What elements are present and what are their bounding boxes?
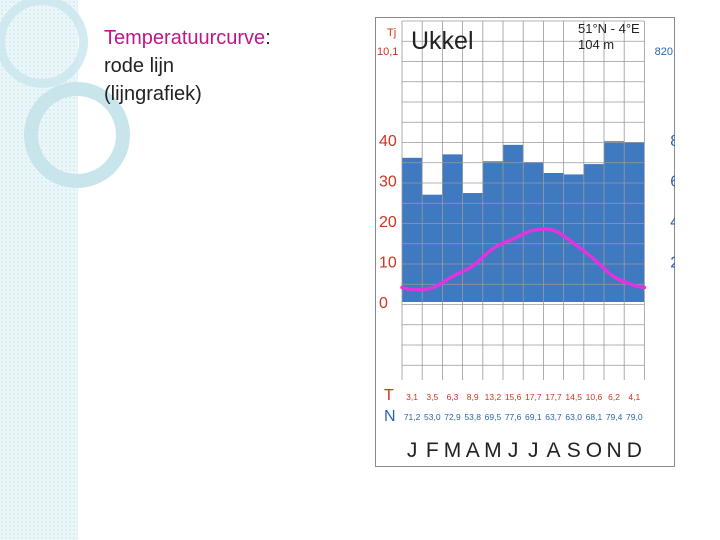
heading-colon: : xyxy=(265,27,271,49)
temperature-value: 17,7 xyxy=(545,392,562,402)
precipitation-value: 53,8 xyxy=(464,412,481,422)
precipitation-bar xyxy=(442,154,463,302)
temperature-row-label: T xyxy=(384,387,394,404)
month-label: M xyxy=(444,439,462,462)
precipitation-value: 63,0 xyxy=(565,412,582,422)
precipitation-value: 63,7 xyxy=(545,412,562,422)
month-label: S xyxy=(567,439,581,462)
month-label: J xyxy=(407,439,418,462)
precipitation-bar xyxy=(543,173,564,302)
climate-chart: Tj 10,1 Ukkel 51°N - 4°E 104 m Nj 820 T … xyxy=(375,17,692,467)
decorative-ring xyxy=(0,0,88,88)
altitude: 104 m xyxy=(578,37,614,52)
precipitation-bar xyxy=(624,142,645,302)
month-label: M xyxy=(484,439,502,462)
temperature-value: 6,2 xyxy=(608,392,620,402)
annual-precipitation: 820 xyxy=(655,46,673,58)
precipitation-value: 71,2 xyxy=(404,412,421,422)
precipitation-bar xyxy=(604,141,625,302)
month-label: A xyxy=(546,439,560,462)
month-label: N xyxy=(607,439,622,462)
precipitation-value: 77,6 xyxy=(505,412,522,422)
precipitation-value: 68,1 xyxy=(586,412,603,422)
precipitation-value: 79,4 xyxy=(606,412,623,422)
climate-chart-svg: Tj 10,1 Ukkel 51°N - 4°E 104 m Nj 820 T … xyxy=(375,17,692,467)
annual-temperature: 10,1 xyxy=(377,46,398,58)
left-axis-tick: 0 xyxy=(379,295,388,312)
chart-title: Ukkel xyxy=(411,27,474,55)
precipitation-value: 69,5 xyxy=(485,412,502,422)
temperature-value: 3,1 xyxy=(406,392,418,402)
temperature-value: 13,2 xyxy=(485,392,502,402)
month-label: O xyxy=(586,439,602,462)
left-axis-tick: 10 xyxy=(379,255,397,272)
precipitation-bar xyxy=(482,161,503,302)
temperature-value: 3,5 xyxy=(426,392,438,402)
precipitation-bar xyxy=(422,194,443,302)
right-axis-tick: 40 xyxy=(670,214,675,231)
precipitation-value: 69,1 xyxy=(525,412,542,422)
description-line-1: rode lijn xyxy=(104,55,175,77)
precipitation-value: 72,9 xyxy=(444,412,461,422)
month-label: F xyxy=(426,439,439,462)
precipitation-bar xyxy=(402,157,423,302)
precipitation-bar xyxy=(583,164,604,302)
left-axis-tick: 20 xyxy=(379,214,397,231)
temperature-value: 17,7 xyxy=(525,392,542,402)
location-coordinates: 51°N - 4°E xyxy=(578,21,640,36)
month-label: J xyxy=(508,439,518,462)
text-block: Temperatuurcurve: rode lijn (lijngrafiek… xyxy=(104,24,354,108)
precipitation-bar xyxy=(462,193,483,302)
temperature-value: 14,5 xyxy=(565,392,582,402)
right-axis-tick: 80 xyxy=(670,133,675,150)
temperature-value: 10,6 xyxy=(586,392,603,402)
right-axis-tick: 60 xyxy=(670,174,675,191)
right-axis-tick: 20 xyxy=(670,255,675,272)
left-axis-tick: 30 xyxy=(379,174,397,191)
precipitation-value: 53,0 xyxy=(424,412,441,422)
temperature-value: 4,1 xyxy=(628,392,640,402)
precipitation-row-label: N xyxy=(384,408,396,425)
precipitation-bar xyxy=(563,174,584,302)
month-label: D xyxy=(627,439,642,462)
temperature-value: 6,3 xyxy=(447,392,459,402)
month-label: J xyxy=(528,439,539,462)
temperature-value: 8,9 xyxy=(467,392,479,402)
heading-accent: Temperatuurcurve xyxy=(104,27,266,49)
temperature-line xyxy=(400,227,647,292)
temperature-value: 15,6 xyxy=(505,392,522,402)
month-label: A xyxy=(466,439,480,462)
precipitation-value: 79,0 xyxy=(626,412,643,422)
left-axis-label: Tj xyxy=(387,27,396,39)
heading: Temperatuurcurve: xyxy=(104,24,354,52)
left-axis-tick: 40 xyxy=(379,133,397,150)
description-line-2: (lijngrafiek) xyxy=(104,83,202,105)
